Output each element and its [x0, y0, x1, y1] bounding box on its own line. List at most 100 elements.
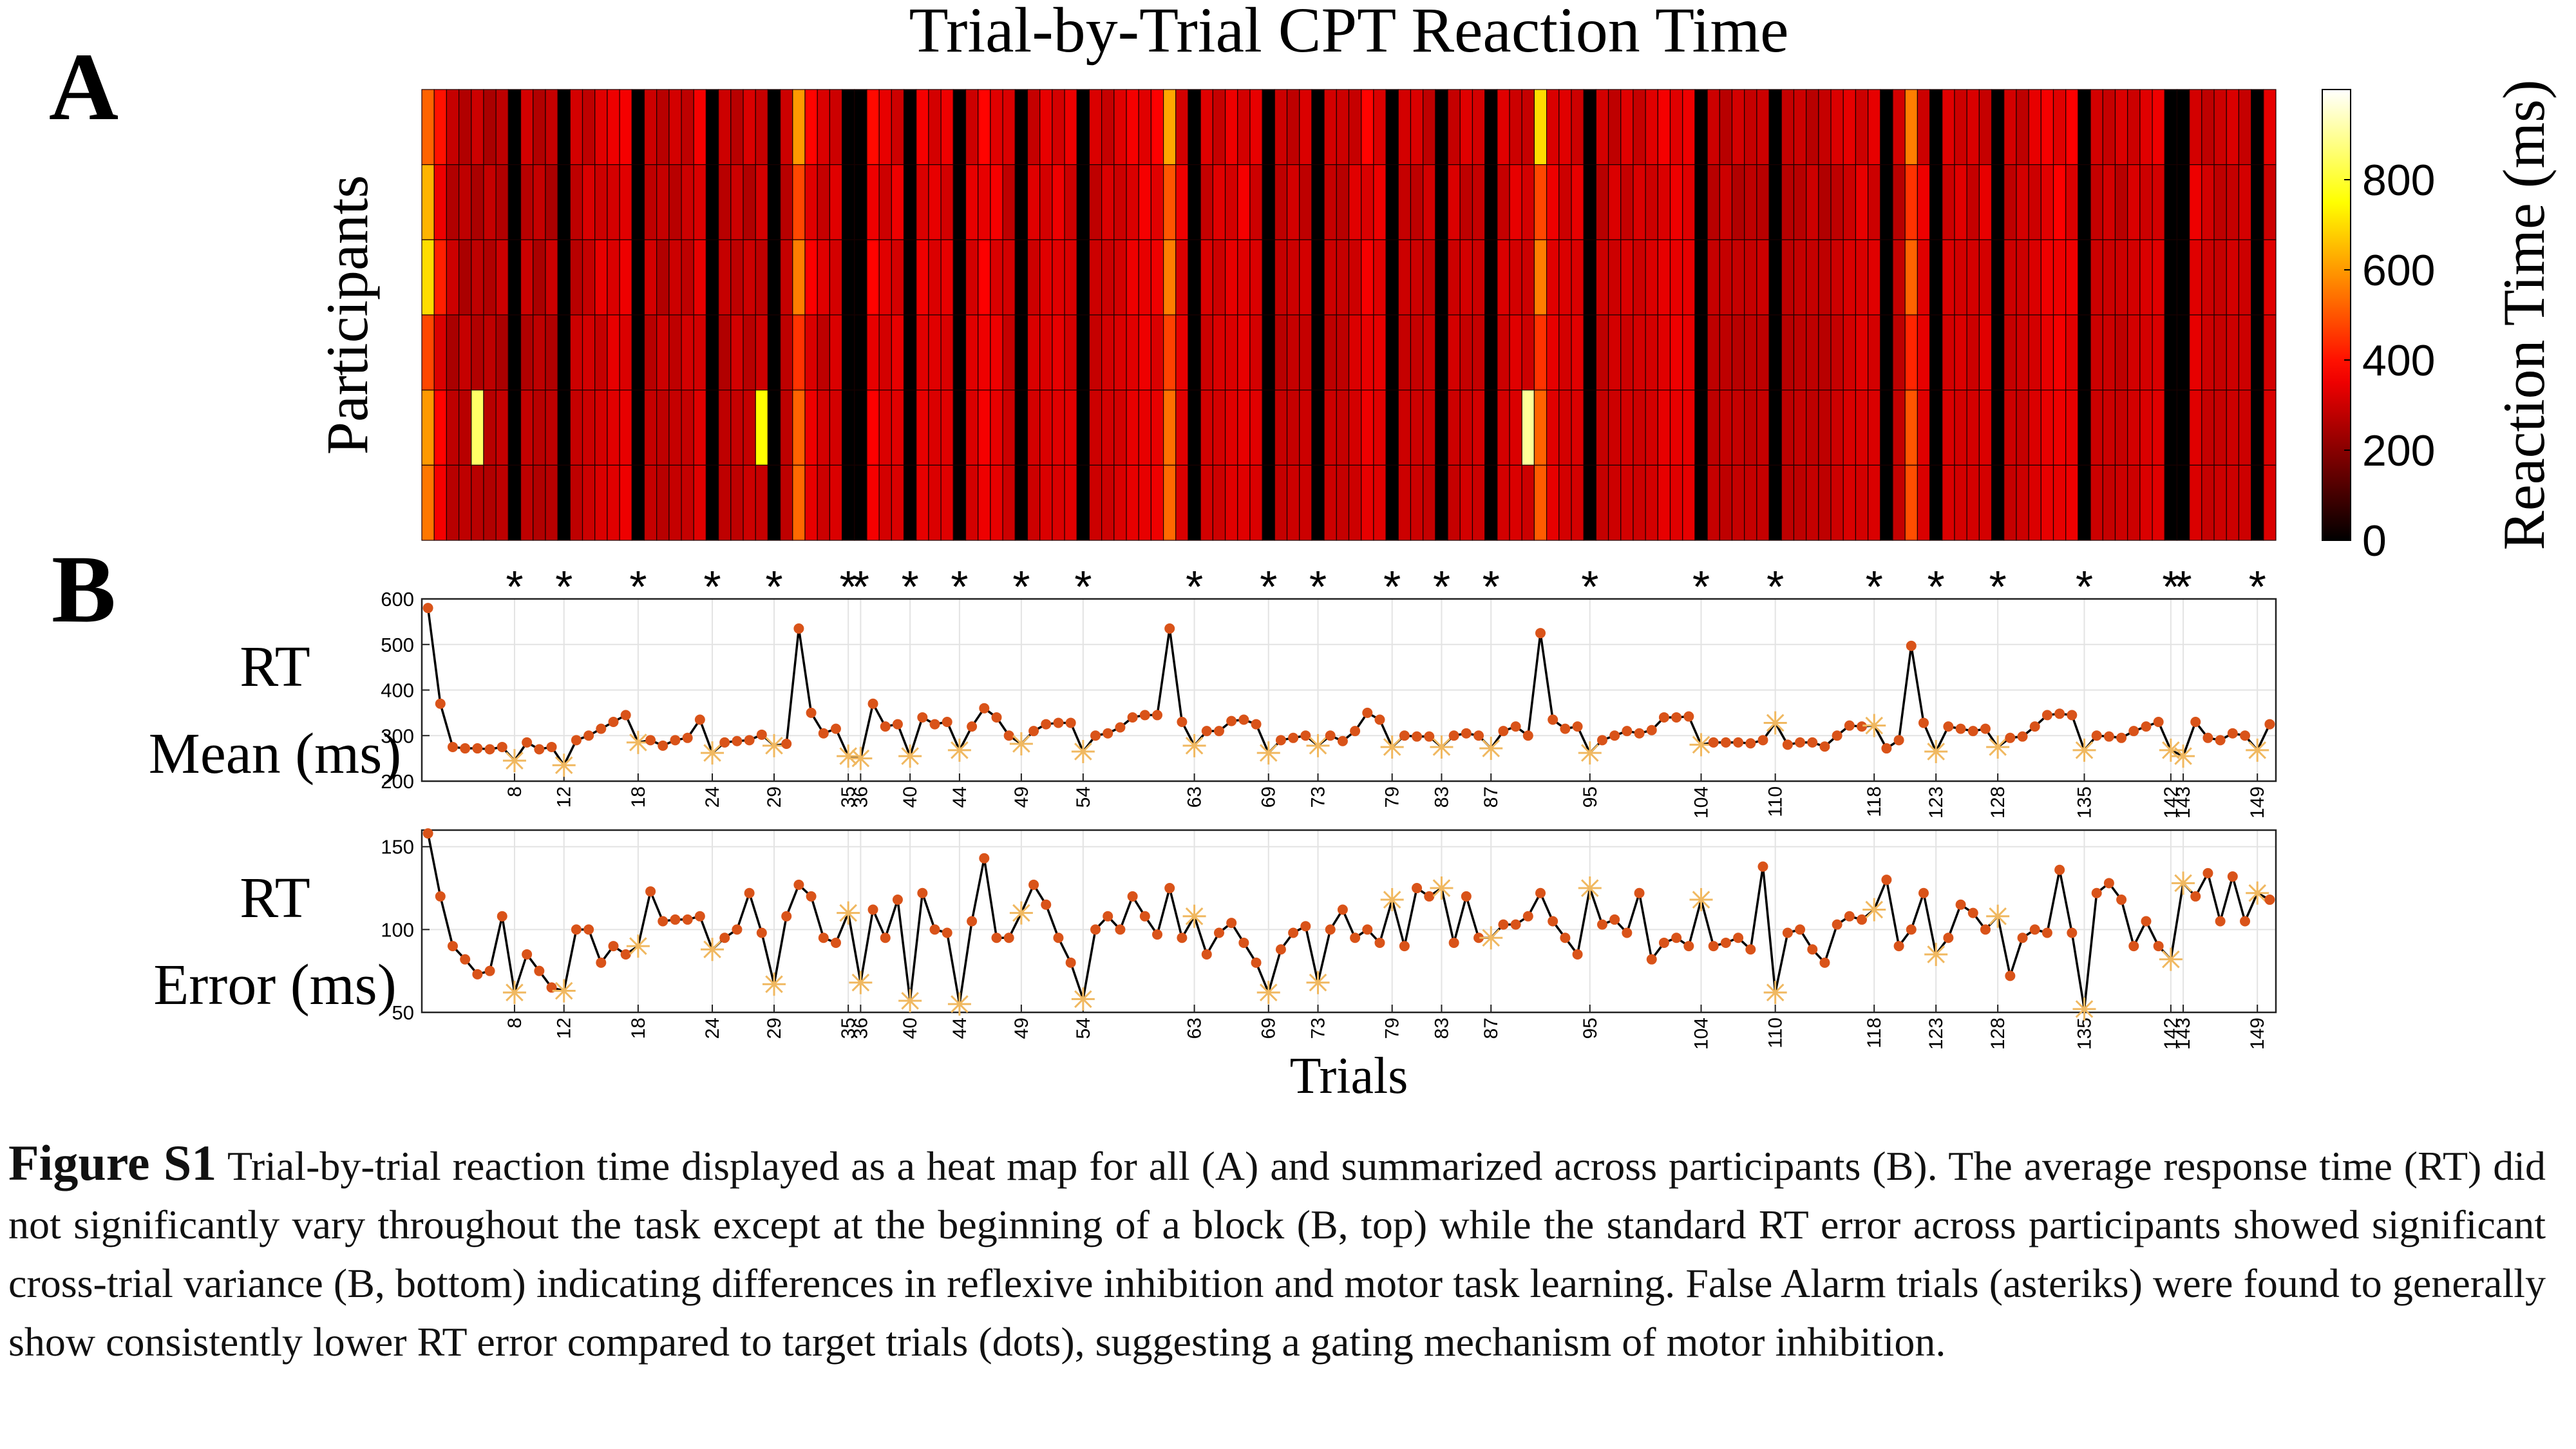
heat-cell — [1657, 390, 1671, 466]
heat-cell — [1262, 239, 1275, 316]
heat-cell — [1088, 464, 1103, 541]
heat-cell — [495, 164, 509, 240]
heat-cell — [1447, 464, 1461, 541]
heat-cell — [643, 164, 658, 240]
point — [1844, 911, 1855, 922]
heat-cell — [780, 390, 793, 466]
heat-cell — [1373, 390, 1387, 466]
heat-cell — [668, 390, 682, 466]
heat-cell — [1793, 89, 1807, 166]
heat-cell — [1781, 314, 1795, 391]
heat-cell — [1880, 164, 1893, 240]
heat-cell — [1126, 239, 1139, 316]
point — [1337, 904, 1348, 915]
heat-cell — [594, 314, 608, 391]
heat-cell — [1162, 390, 1177, 466]
heat-cell — [1249, 314, 1263, 391]
heat-cell — [928, 390, 942, 466]
point — [1115, 924, 1126, 935]
heat-cell — [1657, 89, 1671, 166]
point — [1658, 937, 1669, 948]
heat-cell — [1645, 239, 1658, 316]
point — [522, 737, 533, 748]
heat-cell — [1027, 314, 1041, 391]
point — [1572, 721, 1583, 732]
heat-cell — [2127, 390, 2141, 466]
point — [1448, 937, 1459, 948]
heat-cell — [1954, 390, 1967, 466]
heat-cell — [1682, 164, 1696, 240]
heat-cell — [1620, 89, 1634, 166]
x-tick-label: 36 — [850, 786, 871, 808]
heat-cell — [2176, 164, 2190, 240]
false-alarm-point — [1479, 737, 1503, 761]
heat-cell — [1150, 89, 1164, 166]
heat-cell — [1224, 390, 1238, 466]
heat-cell — [1855, 164, 1869, 240]
heat-cell — [2102, 314, 2116, 391]
heat-cell — [2090, 89, 2103, 166]
heat-cell — [1274, 390, 1288, 466]
heat-cell — [2114, 314, 2128, 391]
heat-cell — [2263, 89, 2277, 166]
heat-cell — [978, 464, 991, 541]
heat-cell — [582, 239, 596, 316]
heat-cell — [471, 164, 484, 240]
heat-cell — [557, 89, 571, 166]
heat-cell — [557, 164, 571, 240]
chart-title: Trial-by-Trial CPT Reaction Time — [909, 0, 1789, 66]
point — [1251, 719, 1262, 730]
point — [806, 707, 817, 718]
heat-cell — [619, 390, 632, 466]
false-alarm-point — [898, 989, 922, 1012]
heat-cell — [2127, 239, 2141, 316]
heat-cell — [854, 89, 867, 166]
x-tick-label: 18 — [628, 786, 649, 808]
heat-cell — [2263, 390, 2277, 466]
heat-cell — [990, 314, 1003, 391]
heat-cell — [767, 239, 781, 316]
heat-cell — [1373, 89, 1387, 166]
panel-label: B — [52, 536, 116, 643]
heat-cell — [1435, 89, 1448, 166]
heat-cell — [2102, 390, 2116, 466]
heat-cell — [533, 390, 546, 466]
heat-cell — [878, 89, 892, 166]
heat-cell — [1719, 239, 1733, 316]
point — [2017, 731, 2028, 742]
heat-cell — [1571, 239, 1584, 316]
heat-cell — [1806, 239, 1819, 316]
point — [719, 737, 730, 748]
heat-cell — [1978, 314, 1993, 391]
false-alarm-point — [837, 901, 860, 925]
point — [1646, 724, 1657, 735]
heat-cell — [1509, 390, 1522, 466]
heat-cell — [767, 390, 781, 466]
heat-cell — [940, 239, 954, 316]
x-tick-label: 104 — [1691, 786, 1712, 819]
heat-cell — [1064, 314, 1077, 391]
heat-cell — [582, 314, 596, 391]
heat-cell — [1781, 464, 1795, 541]
point — [818, 933, 829, 943]
x-tick-label: 49 — [1011, 1018, 1032, 1039]
heat-cell — [483, 464, 497, 541]
point — [2190, 717, 2201, 728]
y-tick-label: 200 — [381, 770, 414, 793]
point — [806, 891, 817, 902]
heat-cell — [1459, 164, 1473, 240]
heat-cell — [1818, 314, 1832, 391]
heat-cell — [1484, 239, 1498, 316]
x-tick-label: 54 — [1073, 786, 1094, 808]
heat-cell — [1558, 239, 1572, 316]
heat-cell — [1978, 239, 1993, 316]
heat-cell — [767, 314, 781, 391]
heat-cell — [2052, 239, 2067, 316]
heat-cell — [1212, 164, 1226, 240]
heat-cell — [458, 89, 472, 166]
heat-cell — [1052, 390, 1065, 466]
false-alarm-point — [1306, 734, 1330, 757]
heat-cell — [1744, 164, 1757, 240]
heat-cell — [1521, 164, 1535, 240]
heat-cell — [1942, 314, 1955, 391]
